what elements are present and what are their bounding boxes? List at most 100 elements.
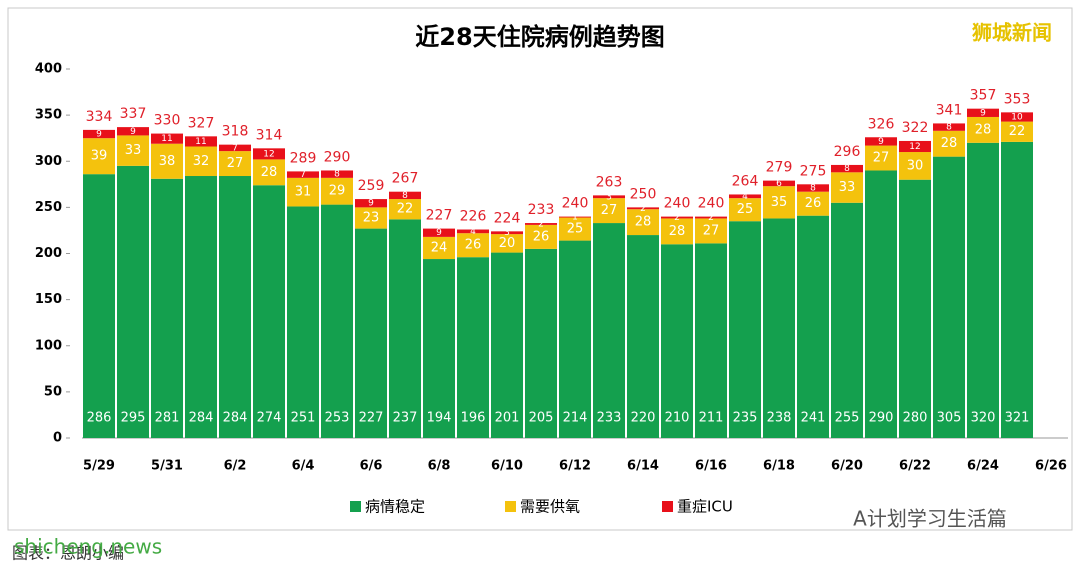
- bar-segment: [933, 156, 965, 438]
- total-label: 337: [120, 106, 147, 122]
- bar-segment: [491, 231, 523, 235]
- bar-segment: [151, 143, 183, 179]
- bar-segment: [457, 233, 489, 258]
- bar-segment: [627, 209, 659, 236]
- bar-segment: [729, 194, 761, 199]
- data-label: 2: [640, 204, 646, 214]
- bar-segment: [593, 195, 625, 199]
- data-label: 8: [334, 170, 340, 180]
- data-label: 12: [263, 149, 274, 159]
- total-label: 224: [494, 210, 521, 226]
- data-label: 7: [300, 170, 306, 180]
- bar-segment: [355, 199, 387, 208]
- data-label: 26: [465, 238, 482, 253]
- total-label: 240: [562, 196, 589, 212]
- y-tick-label: 100: [35, 338, 62, 353]
- data-label: 214: [563, 411, 588, 426]
- data-label: 253: [325, 411, 350, 426]
- data-label: 9: [368, 199, 374, 209]
- data-label: 23: [363, 210, 380, 225]
- bar-segment: [865, 170, 897, 438]
- legend-swatch: [350, 501, 361, 512]
- bar-segment: [321, 204, 353, 438]
- data-label: 28: [975, 122, 992, 137]
- data-label: 6: [776, 179, 782, 189]
- data-label: 33: [125, 143, 142, 158]
- x-tick-label: 6/10: [491, 459, 523, 474]
- total-label: 290: [324, 149, 351, 165]
- data-label: 26: [805, 196, 822, 211]
- bar-segment: [491, 252, 523, 438]
- total-label: 267: [392, 171, 419, 187]
- bar-segment: [763, 186, 795, 219]
- bar-segment: [899, 179, 931, 438]
- bar-segment: [83, 138, 115, 175]
- bar-segment: [831, 164, 863, 173]
- footer-site: shicheng.news: [14, 535, 162, 559]
- total-label: 296: [834, 144, 861, 160]
- data-label: 9: [130, 127, 136, 137]
- data-label: 8: [946, 123, 952, 133]
- data-label: 27: [601, 203, 618, 218]
- bar-segment: [287, 177, 319, 207]
- data-label: 35: [771, 195, 788, 210]
- data-label: 305: [937, 411, 962, 426]
- x-tick-label: 6/24: [967, 459, 999, 474]
- bar-segment: [151, 178, 183, 438]
- footer-left: 图表：恩朗小编: [12, 544, 124, 563]
- bar-segment: [797, 184, 829, 192]
- total-label: 263: [596, 174, 623, 190]
- x-tick-label: 6/14: [627, 459, 659, 474]
- data-label: 9: [96, 130, 102, 140]
- bar-segment: [865, 145, 897, 171]
- data-label: 33: [839, 180, 856, 195]
- bar-segment: [151, 133, 183, 144]
- data-label: 24: [431, 240, 448, 255]
- y-tick-label: 350: [35, 108, 62, 123]
- bar-segment: [389, 199, 421, 220]
- data-label: 295: [121, 411, 146, 426]
- total-label: 226: [460, 209, 487, 225]
- bar-segment: [321, 170, 353, 178]
- x-tick-label: 5/31: [151, 459, 183, 474]
- legend-label: 病情稳定: [365, 498, 425, 516]
- x-tick-label: 6/22: [899, 459, 931, 474]
- bar-segment: [185, 176, 217, 438]
- data-label: 280: [903, 411, 928, 426]
- data-label: 211: [699, 411, 724, 426]
- data-label: 4: [742, 192, 748, 202]
- x-tick-label: 6/12: [559, 459, 591, 474]
- y-tick-label: 400: [35, 62, 62, 77]
- data-label: 30: [907, 158, 924, 173]
- bar-segment: [899, 140, 931, 153]
- data-label: 233: [597, 411, 622, 426]
- data-label: 25: [737, 202, 754, 217]
- data-label: 20: [499, 236, 516, 251]
- legend-label: 需要供氧: [520, 498, 580, 516]
- total-label: 279: [766, 160, 793, 176]
- y-tick-label: 300: [35, 154, 62, 169]
- data-label: 227: [359, 411, 384, 426]
- bar-segment: [797, 215, 829, 438]
- data-label: 3: [504, 228, 510, 238]
- bar-segment: [457, 257, 489, 438]
- data-label: 27: [227, 156, 244, 171]
- bar-segment: [117, 165, 149, 439]
- data-label: 8: [402, 191, 408, 201]
- bar-segment: [253, 148, 285, 160]
- bar-segment: [491, 234, 523, 253]
- data-label: 8: [810, 184, 816, 194]
- bar-segment: [967, 142, 999, 439]
- x-tick-label: 6/26: [1035, 459, 1067, 474]
- bar-segment: [627, 207, 659, 210]
- bar-segment: [389, 219, 421, 438]
- y-tick-label: 150: [35, 292, 62, 307]
- bar-segment: [185, 136, 217, 147]
- data-label: 237: [393, 411, 418, 426]
- data-label: 32: [193, 154, 210, 169]
- data-label: 22: [1009, 124, 1026, 139]
- bar-segment: [1001, 121, 1033, 142]
- data-label: 255: [835, 411, 860, 426]
- data-label: 281: [155, 411, 180, 426]
- bar-segment: [389, 191, 421, 200]
